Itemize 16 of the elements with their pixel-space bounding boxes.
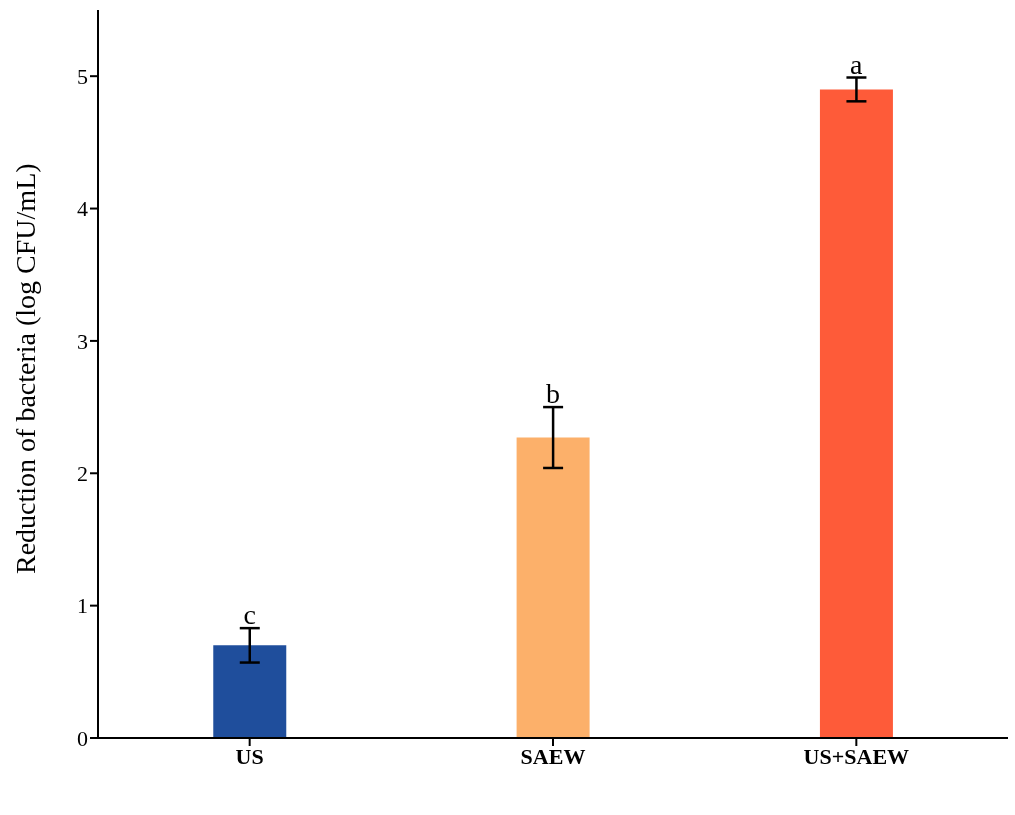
x-tick-label: SAEW bbox=[520, 743, 586, 769]
bar bbox=[819, 89, 893, 738]
bar bbox=[213, 645, 287, 738]
x-tick-label: US bbox=[235, 743, 264, 769]
annotation: a bbox=[850, 48, 864, 80]
y-tick-label: 5 bbox=[77, 63, 88, 89]
annotation: c bbox=[243, 599, 256, 631]
y-tick-label: 3 bbox=[77, 328, 88, 354]
y-tick-label: 1 bbox=[77, 593, 88, 619]
bar bbox=[516, 437, 590, 738]
annotation: b bbox=[546, 378, 560, 410]
y-tick-label: 2 bbox=[77, 461, 88, 487]
y-axis-title: Reduction of bacteria (log CFU/mL) bbox=[9, 163, 41, 574]
y-tick-label: 0 bbox=[77, 725, 88, 751]
y-tick-label: 4 bbox=[77, 196, 88, 222]
x-tick-label: US+SAEW bbox=[803, 743, 910, 769]
